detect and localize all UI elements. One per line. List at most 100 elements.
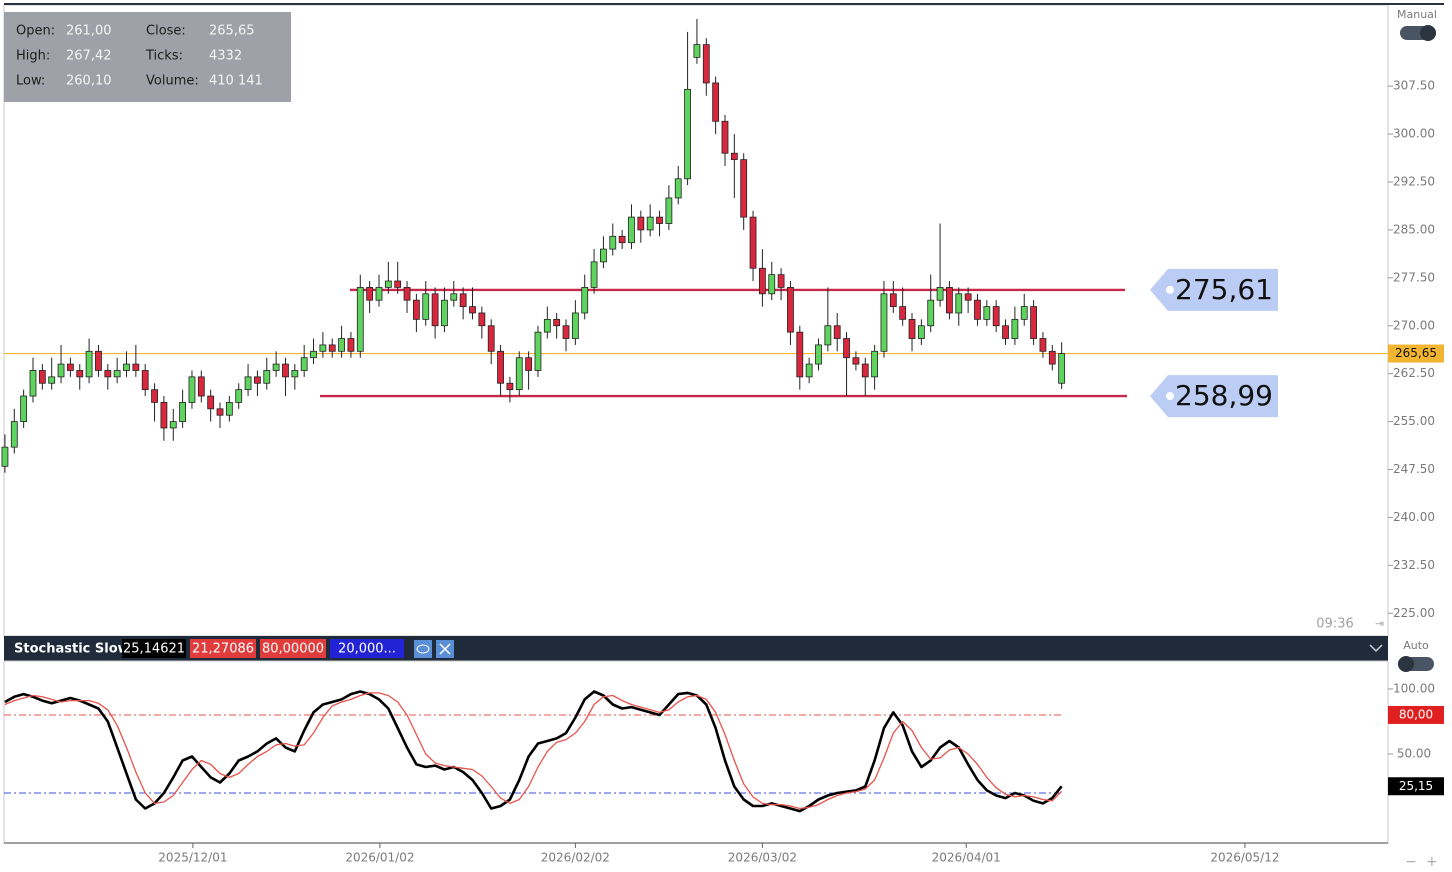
candle-body [487, 325, 495, 352]
candle-body [225, 402, 233, 416]
candle-body [908, 318, 916, 339]
info-label: Low: [16, 74, 45, 89]
x-tick-label: 2026/02/02 [541, 851, 610, 865]
indicator-value: 20,000... [338, 642, 396, 657]
indicator-mode: Auto [1403, 639, 1429, 652]
y-tick-label: 240.00 [1393, 510, 1435, 524]
zoom-in[interactable]: + [1426, 854, 1438, 870]
y-tick-label: 300.00 [1393, 127, 1435, 141]
candle-body [76, 370, 84, 378]
eye-icon [416, 644, 430, 654]
info-value: 265,65 [209, 24, 255, 39]
candle-body [777, 274, 785, 288]
candle-body [824, 325, 832, 346]
candle-body [721, 120, 729, 154]
candle-body [1039, 338, 1047, 352]
candle-body [665, 197, 673, 224]
candle-body [207, 395, 215, 410]
indicator-line [4, 690, 1063, 813]
info-value: 260,10 [66, 74, 112, 89]
candle-body [740, 159, 748, 218]
candle-body [328, 344, 336, 352]
candle-body [758, 267, 766, 295]
indicator-line [4, 692, 1063, 810]
info-label: Open: [16, 24, 55, 39]
candle-body [450, 293, 458, 301]
zoom-out[interactable]: − [1405, 854, 1417, 870]
info-label: High: [16, 49, 50, 64]
candle-body [151, 389, 158, 403]
candle-body [422, 293, 430, 320]
candle-body [646, 216, 654, 231]
candle-body [95, 350, 102, 371]
candle-body [1020, 306, 1028, 320]
candle-body [235, 389, 243, 403]
info-value: 4332 [209, 49, 242, 64]
y-tick-label: 270.00 [1393, 318, 1435, 332]
candle-body [964, 293, 972, 301]
level-tag [1150, 268, 1278, 311]
candle-body [768, 274, 776, 295]
candle-body [712, 82, 720, 122]
candle-body [506, 382, 514, 391]
candle-body [113, 370, 121, 378]
candle-body [534, 331, 542, 371]
candle-body [366, 287, 374, 301]
candle-body [123, 363, 130, 371]
candle-body [1058, 353, 1066, 384]
candle-body [543, 318, 551, 333]
toggle-knob[interactable] [1398, 656, 1414, 672]
candle-body [955, 293, 963, 314]
candle-body [441, 299, 448, 327]
y-tick-label: 285.00 [1393, 222, 1435, 236]
candle-body [628, 216, 635, 244]
candle-body [291, 370, 299, 378]
candle-body [702, 44, 710, 84]
visibility-button[interactable] [414, 640, 432, 658]
x-tick-label: 2026/04/01 [932, 851, 1001, 865]
info-value: 267,42 [66, 49, 112, 64]
candle-body [319, 344, 327, 352]
candle-body [992, 306, 1000, 327]
value-tag [1388, 777, 1444, 796]
indicator-value: 80,00000 [262, 642, 324, 657]
candle-body [562, 325, 570, 339]
candle-body [310, 350, 317, 359]
candle-body [412, 299, 420, 320]
candle-body [66, 363, 74, 371]
candle-body [338, 338, 345, 352]
arrow-icon: ⇥ [1375, 617, 1384, 630]
candle-body [132, 363, 140, 371]
candle-body [1011, 318, 1019, 339]
level-label: 275,61 [1175, 273, 1273, 306]
info-value: 261,00 [66, 24, 112, 39]
candle-body [141, 370, 149, 391]
last-price-tag [1388, 344, 1444, 363]
indicator-value-chip [330, 639, 404, 658]
indicator-title: Stochastic Slow [14, 642, 130, 657]
collapse-icon[interactable] [1369, 644, 1383, 653]
time-label: 09:36 [1316, 617, 1353, 632]
candle-body [571, 312, 579, 339]
candle-body [272, 363, 280, 371]
candle-body [431, 293, 439, 327]
x-tick-label: 2026/01/02 [345, 851, 414, 865]
candle-body [805, 363, 813, 378]
candle-body [553, 318, 561, 327]
candle-body [796, 331, 804, 378]
info-value: 410 141 [209, 74, 263, 89]
toggle-knob[interactable] [1420, 25, 1436, 41]
candle-body [263, 370, 271, 384]
candle-body [160, 402, 168, 429]
price-panel [3, 4, 1389, 637]
candle-body [188, 376, 196, 403]
y-tick-label: 100.00 [1393, 681, 1435, 695]
info-box [4, 12, 291, 102]
candle-body [917, 325, 925, 339]
candle-body [600, 248, 607, 263]
indicator-value-chip [190, 639, 256, 658]
candle-body [927, 299, 935, 327]
candle-body [609, 235, 617, 250]
candle-body [10, 421, 18, 448]
